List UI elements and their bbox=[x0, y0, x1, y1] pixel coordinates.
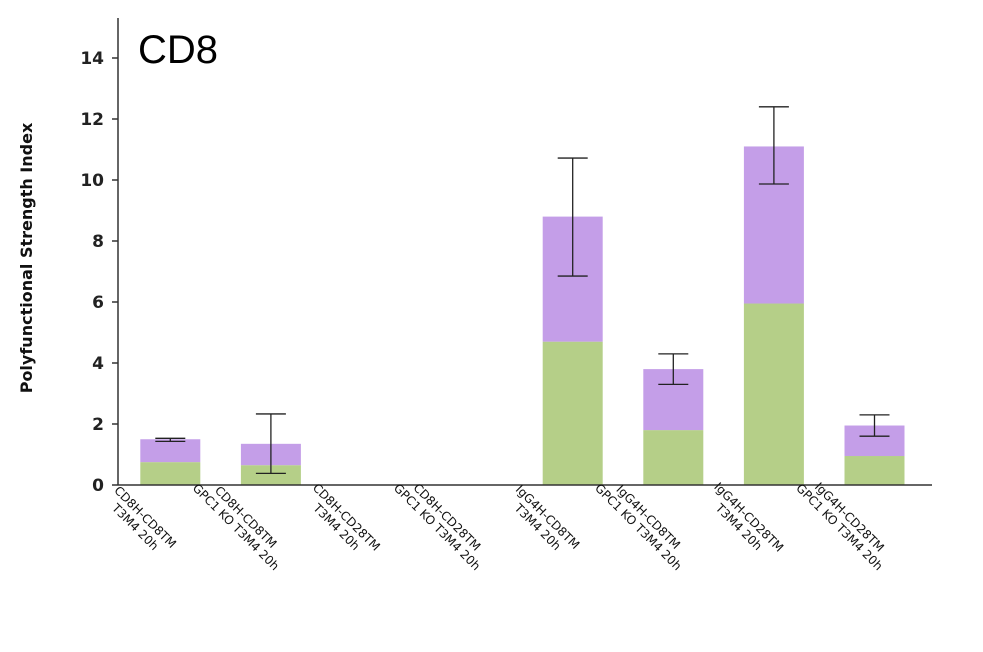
y-tick-label: 4 bbox=[92, 354, 104, 374]
y-ticks: 0 2 4 6 8 10 12 14 bbox=[80, 49, 118, 496]
error-bar bbox=[859, 414, 890, 437]
error-bar bbox=[658, 353, 689, 386]
x-tick-label-line: GPC1 KO T3M4 20h bbox=[190, 481, 282, 573]
bar-segment-1 bbox=[643, 430, 704, 485]
x-tick-label-line: GPC1 KO T3M4 20h bbox=[793, 481, 885, 573]
error-bar bbox=[557, 157, 588, 277]
y-tick-label: 12 bbox=[80, 110, 104, 130]
bar-segment-1 bbox=[743, 303, 804, 485]
y-tick-label: 0 bbox=[92, 476, 104, 496]
y-tick-label: 10 bbox=[80, 171, 104, 191]
bars bbox=[140, 146, 905, 485]
bar-segment-1 bbox=[844, 456, 905, 485]
bar-segment-1 bbox=[542, 341, 603, 485]
bar-segment-2 bbox=[140, 439, 201, 463]
error-bar bbox=[155, 437, 186, 443]
error-bars bbox=[155, 106, 890, 475]
y-axis-label: Polyfunctional Strength Index bbox=[17, 122, 36, 393]
y-tick-label: 2 bbox=[92, 415, 104, 435]
bar-segment-1 bbox=[140, 462, 201, 485]
error-bar bbox=[758, 106, 789, 185]
x-tick-label-line: GPC1 KO T3M4 20h bbox=[592, 481, 684, 573]
chart-title: CD8 bbox=[138, 28, 218, 72]
error-bar bbox=[255, 413, 286, 475]
y-tick-label: 6 bbox=[92, 293, 104, 313]
y-tick-label: 14 bbox=[80, 49, 104, 69]
y-tick-label: 8 bbox=[92, 232, 104, 252]
x-tick-label-line: GPC1 KO T3M4 20h bbox=[391, 481, 483, 573]
bar-segment-1 bbox=[240, 465, 301, 485]
